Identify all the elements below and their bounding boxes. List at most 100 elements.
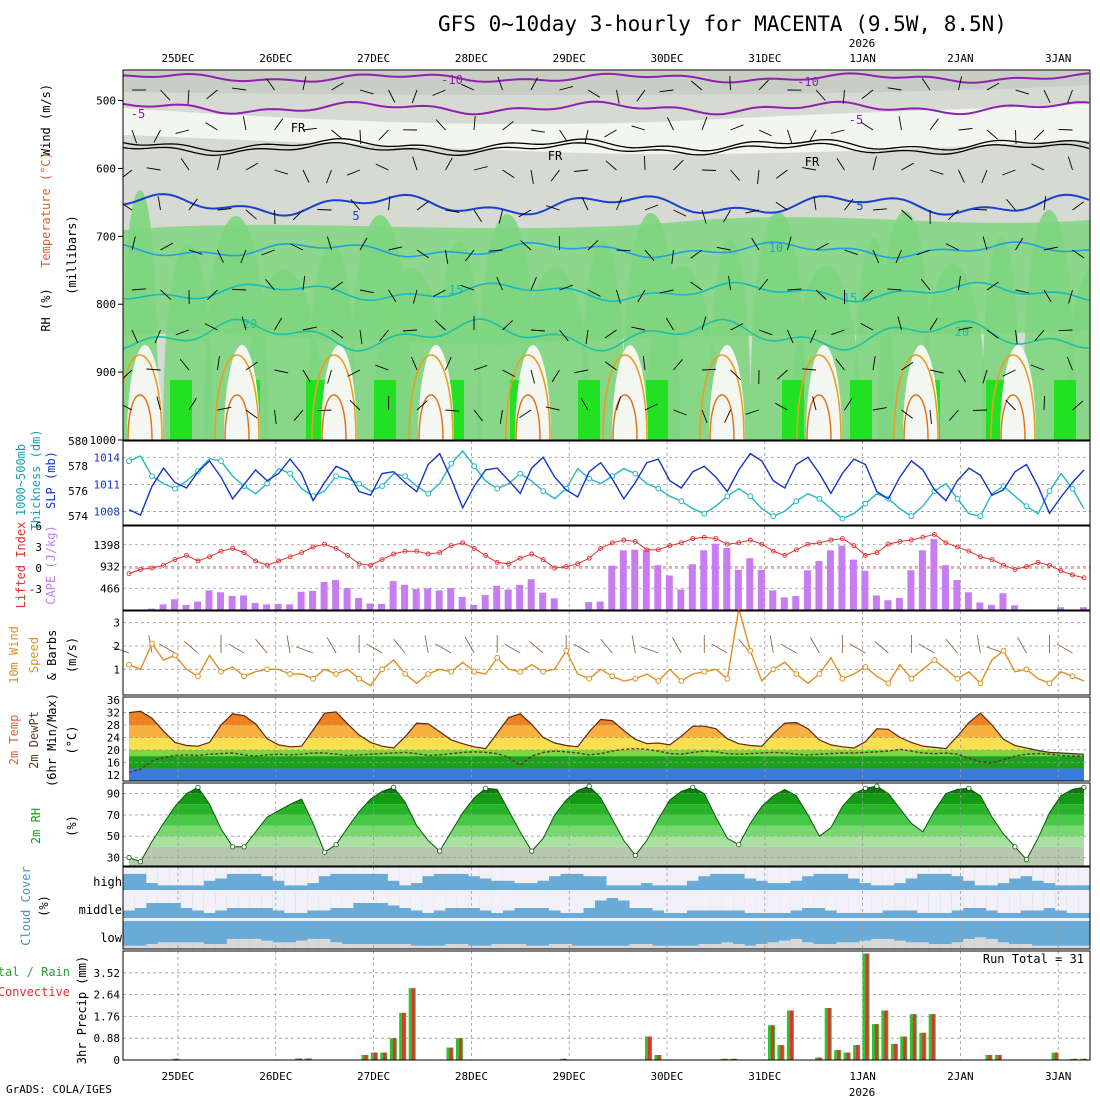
li-pt-58 xyxy=(793,547,799,553)
upper-barb-1 xyxy=(160,89,171,101)
cloud-middle-clear-2 xyxy=(146,893,159,903)
precip-conv-bar-79 xyxy=(875,1024,878,1060)
cape-label: CAPE (J/kg) xyxy=(44,525,58,604)
li-pt-28 xyxy=(448,543,454,549)
wind10-speed-line-pt-0 xyxy=(126,661,132,668)
wind10-speed-line-pt-10 xyxy=(241,673,248,680)
cloud-low-clear-20 xyxy=(353,921,366,941)
slp-panel-frame xyxy=(122,440,1091,526)
upper-barb-71 xyxy=(217,156,222,171)
contour-label-1-1: -5 xyxy=(849,113,863,127)
cloud-low-clear-11 xyxy=(249,921,262,933)
precip-conv-bar-5 xyxy=(175,1058,179,1060)
cloud-high-clear-56 xyxy=(767,867,780,884)
precip-conv-bar-84 xyxy=(922,1032,926,1061)
li-pt-82 xyxy=(1070,572,1075,578)
upper-barb-101 xyxy=(1067,156,1073,171)
li-pt-11 xyxy=(253,558,259,564)
cape-bar-44 xyxy=(631,549,639,610)
cloud-low-clear-70 xyxy=(928,921,941,941)
upper-barb-70 xyxy=(180,158,190,171)
cape-bar-62 xyxy=(838,545,846,610)
precip-conv-bar-68 xyxy=(771,1025,774,1060)
cloud-middle-clear-72 xyxy=(951,893,964,911)
cloud-middle-clear-26 xyxy=(422,893,435,913)
upper-barb-132 xyxy=(972,208,988,211)
wind10-barb-36 xyxy=(529,641,544,654)
thickness-line-pt-48 xyxy=(678,498,685,505)
wind10-speed-line-pt-44 xyxy=(632,675,639,682)
cloud-middle-clear-7 xyxy=(203,893,216,913)
precip-conv-bar-78 xyxy=(865,953,869,1060)
precip-ytick-3.52: 3.52 xyxy=(94,967,121,980)
t2m-band-6 xyxy=(129,711,1084,713)
upper-barb-211 xyxy=(331,329,344,339)
cloud-low-clear-52 xyxy=(721,921,734,938)
cloud-low-clear-16 xyxy=(307,921,320,933)
upper-barb-282 xyxy=(416,400,428,411)
cloud-middle-clear-71 xyxy=(940,893,953,913)
wind10-speed-line xyxy=(128,608,1085,687)
upper-barb-305 xyxy=(1072,400,1084,411)
cloud-high-clear-40 xyxy=(583,867,596,877)
cape-bar-29 xyxy=(458,596,466,610)
li-pt-21 xyxy=(368,562,374,568)
wind10-barb-14 xyxy=(286,635,291,654)
wind10-speed-line-pt-24 xyxy=(402,671,409,677)
wind10-ytick-2: 2 xyxy=(113,640,120,653)
wind10-speed-line-pt-56 xyxy=(770,666,777,673)
cloud-high-clear-55 xyxy=(756,867,769,881)
precip-label-a: Total / Rain xyxy=(0,965,70,979)
precip-conv-bar-30 xyxy=(411,988,415,1060)
cloud-middle-clear-64 xyxy=(859,893,872,913)
cloud-high-clear-77 xyxy=(1009,867,1022,879)
cloud-middle-clear-45 xyxy=(641,893,654,908)
cape-bar-28 xyxy=(447,588,455,610)
rh2m-ytick-90: 90 xyxy=(107,788,120,801)
contour-25-4 xyxy=(505,354,551,440)
cloud-high-clear-6 xyxy=(192,867,205,886)
cloud-high-clear-25 xyxy=(410,867,423,884)
upper-barb-291 xyxy=(673,409,687,416)
thickness-line-pt-54 xyxy=(747,493,754,500)
thickness-line-pt-64 xyxy=(862,500,869,507)
upper-barb-153 xyxy=(616,249,631,252)
cape-bar-27 xyxy=(435,590,443,610)
precip-unit-label: 3hr Precip (mm) xyxy=(75,956,89,1064)
t2m-panel-frame xyxy=(122,696,1091,782)
contour-label-6-1: 20 xyxy=(955,325,969,339)
contour-30-3 xyxy=(418,394,444,440)
lifted-index-label: Lifted Index xyxy=(14,522,28,609)
upper-barb-154 xyxy=(644,249,655,261)
cloud-low-fill-15 xyxy=(295,940,308,949)
cloud-high-clear-53 xyxy=(733,867,746,874)
precip-conv-bar-63 xyxy=(723,1058,727,1060)
rh-saturated-0 xyxy=(170,380,192,440)
cloud-low-fill-63 xyxy=(848,942,861,949)
cloud-high-clear-70 xyxy=(928,867,941,874)
cloud-low-fill-49 xyxy=(687,945,700,949)
cloud-low-label: low xyxy=(100,931,122,945)
upper-barb-80 xyxy=(473,166,488,171)
upper-barb-240 xyxy=(179,358,190,371)
upper-barb-91 xyxy=(776,169,788,179)
cape-ytick-932: 932 xyxy=(100,561,120,574)
cloud-low-fill-72 xyxy=(951,942,964,949)
upper-barb-186 xyxy=(587,289,601,297)
cloud-label: Cloud Cover xyxy=(19,866,33,945)
top-date-31dec: 31DEC xyxy=(748,52,781,65)
cape-bar-41 xyxy=(596,601,604,610)
upper-barb-146 xyxy=(416,249,429,259)
rh-saturated-3 xyxy=(374,380,396,440)
dry-pocket-9 xyxy=(1000,345,1036,440)
li-pt-63 xyxy=(851,543,857,549)
precip-conv-bar-82 xyxy=(903,1036,907,1060)
wind10-speed-line-pt-50 xyxy=(701,668,708,675)
li-pt-56 xyxy=(770,548,776,554)
upper-barb-183 xyxy=(496,277,503,291)
upper-barb-72 xyxy=(245,162,259,171)
cloud-high-clear-32 xyxy=(491,867,504,881)
cloud-middle-clear-6 xyxy=(192,893,205,911)
li-pt-77 xyxy=(1012,566,1018,572)
precip-conv-bar-27 xyxy=(383,1052,387,1060)
